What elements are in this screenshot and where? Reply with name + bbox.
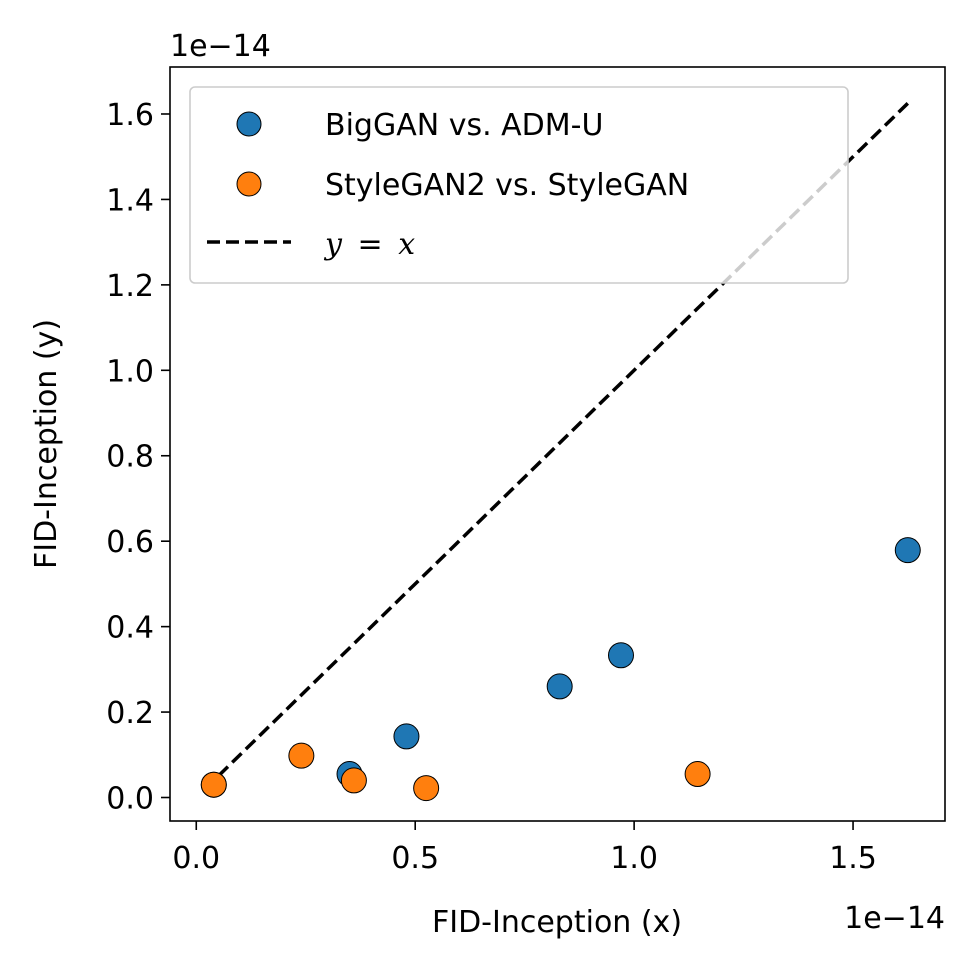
biggan-point [393, 723, 420, 750]
y-tick-label: 1.6 [106, 98, 154, 133]
y-tick-label: 0.6 [106, 525, 154, 560]
legend-label-biggan: BigGAN vs. ADM-U [325, 108, 603, 143]
x-tick-label: 1.0 [610, 841, 658, 876]
stylegan-point [200, 771, 227, 798]
x-axis-ticks: 0.0 0.5 1.0 1.5 [172, 821, 877, 876]
x-tick-label: 1.5 [829, 841, 877, 876]
y-offset-label: 1e−14 [170, 29, 271, 64]
legend-label-yx-x: x [398, 227, 415, 262]
legend-frame [189, 86, 849, 284]
plot-frame [169, 66, 946, 822]
data-points [200, 537, 921, 802]
legend: BigGAN vs. ADM-U StyleGAN2 vs. StyleGAN … [189, 86, 849, 284]
stylegan-point [413, 775, 440, 802]
y-tick-label: 1.2 [106, 269, 154, 304]
biggan-point [894, 537, 921, 564]
legend-label-stylegan: StyleGAN2 vs. StyleGAN [325, 168, 689, 203]
biggan-point [607, 642, 634, 669]
y-axis-ticks: 0.0 0.2 0.4 0.6 0.8 1.0 1.2 1.4 1.6 [106, 98, 170, 817]
legend-marker-stylegan [236, 171, 262, 197]
x-axis-title: FID-Inception (x) [432, 905, 682, 940]
legend-label-yx: y = x [323, 227, 415, 262]
legend-marker-biggan [236, 111, 262, 137]
y-tick-label: 1.4 [106, 183, 154, 218]
x-tick-label: 0.0 [172, 841, 220, 876]
x-tick-label: 0.5 [391, 841, 439, 876]
y-tick-label: 0.4 [106, 611, 154, 646]
y-tick-label: 0.8 [106, 440, 154, 475]
stylegan-point [340, 767, 367, 794]
biggan-point [546, 673, 573, 700]
y-tick-label: 1.0 [106, 354, 154, 389]
x-offset-label: 1e−14 [844, 901, 945, 936]
stylegan-point [288, 742, 315, 769]
y-tick-label: 0.2 [106, 696, 154, 731]
legend-label-yx-y: y [323, 227, 343, 262]
stylegan-point [684, 761, 711, 788]
legend-label-yx-eq: = [358, 227, 383, 262]
y-tick-label: 0.0 [106, 782, 154, 817]
y-axis-title: FID-Inception (y) [29, 319, 64, 569]
